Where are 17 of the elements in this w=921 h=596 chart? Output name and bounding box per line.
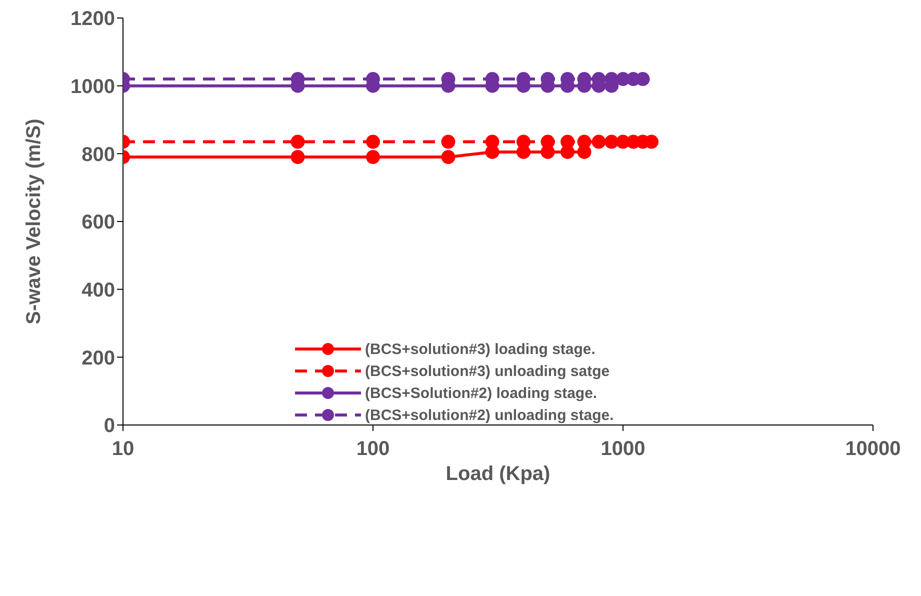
legend-label: (BCS+solution#2) unloading stage. xyxy=(365,406,614,424)
x-tick-label: 10000 xyxy=(845,438,901,460)
y-tick-label: 400 xyxy=(82,279,115,302)
y-tick-label: 200 xyxy=(82,347,115,370)
legend-label: (BCS+solution#3) unloading satge xyxy=(365,362,610,380)
y-tick-label: 1200 xyxy=(70,8,115,30)
y-tick-label: 600 xyxy=(82,212,115,234)
y-axis-title: S-wave Velocity (m/S) xyxy=(23,118,46,324)
legend-label: (BCS+solution#3) loading stage. xyxy=(365,340,596,358)
legend-label: (BCS+Solution#2) loading stage. xyxy=(365,384,598,402)
y-tick-label: 1000 xyxy=(70,76,115,98)
y-tick-label: 800 xyxy=(82,144,115,166)
y-tick-label: 0 xyxy=(104,415,115,438)
x-axis-title: Load (Kpa) xyxy=(446,463,550,485)
x-tick-label: 1000 xyxy=(600,438,646,460)
x-tick-label: 10 xyxy=(112,438,134,460)
x-tick-label: 100 xyxy=(356,438,390,460)
